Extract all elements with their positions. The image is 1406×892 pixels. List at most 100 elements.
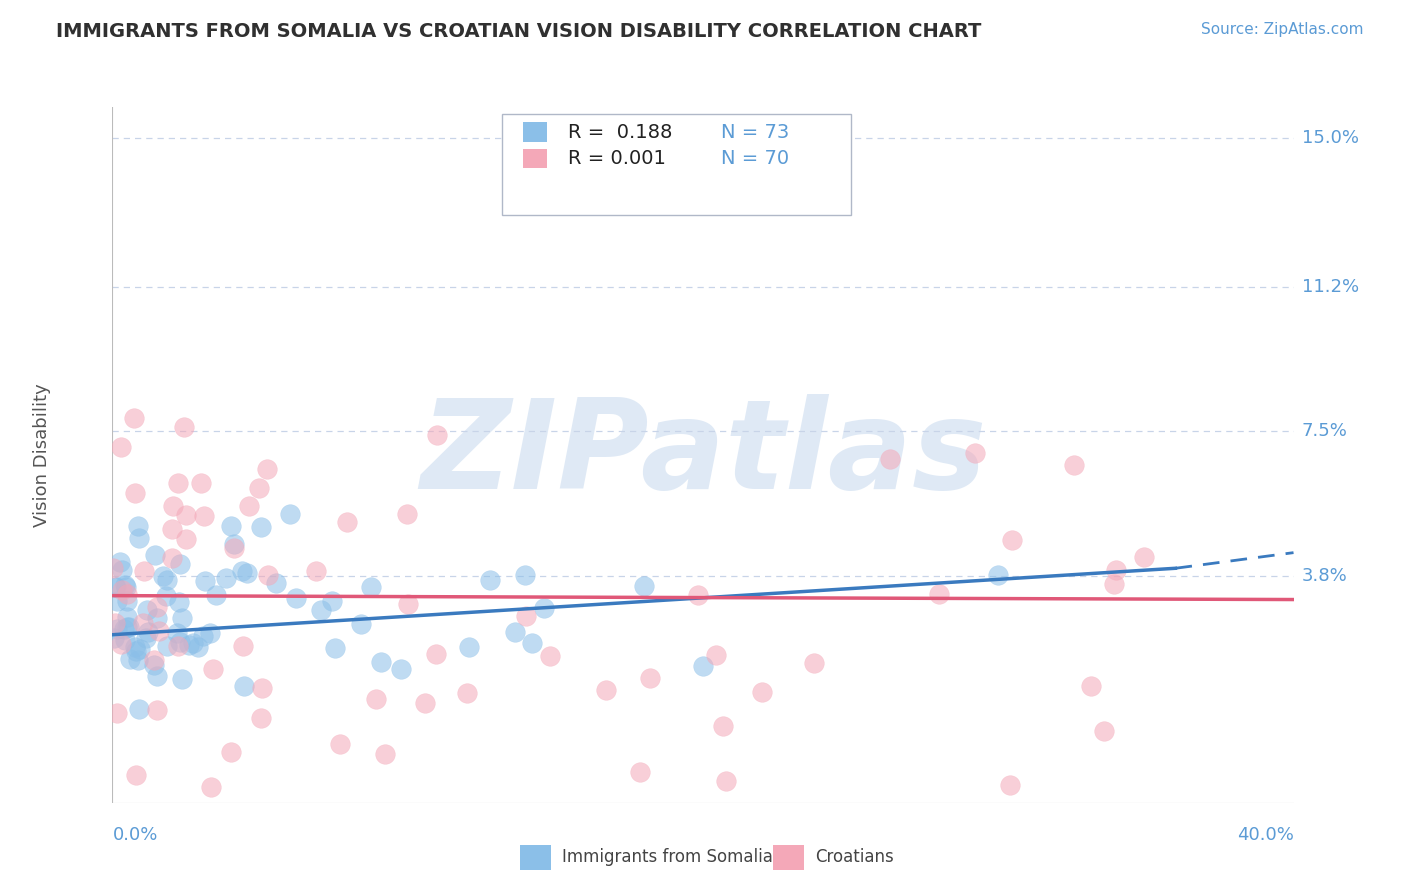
Text: Vision Disability: Vision Disability — [32, 383, 51, 527]
Point — [170, 672, 193, 686]
Point — [105, 706, 128, 720]
Point — [117, 610, 138, 624]
Point — [152, 569, 174, 583]
Text: Source: ZipAtlas.com: Source: ZipAtlas.com — [1201, 22, 1364, 37]
Point — [146, 703, 169, 717]
Point — [751, 685, 773, 699]
Point — [162, 500, 184, 514]
Point — [232, 639, 254, 653]
Point — [148, 624, 170, 639]
Point — [478, 573, 501, 587]
Text: IMMIGRANTS FROM SOMALIA VS CROATIAN VISION DISABILITY CORRELATION CHART: IMMIGRANTS FROM SOMALIA VS CROATIAN VISI… — [56, 22, 981, 41]
Point — [194, 574, 217, 588]
Point — [104, 580, 127, 594]
Point — [169, 634, 191, 648]
Text: 15.0%: 15.0% — [1302, 129, 1358, 147]
Point — [425, 647, 447, 661]
Point — [1132, 549, 1154, 564]
Point — [711, 719, 734, 733]
Point — [122, 411, 145, 425]
Point — [167, 639, 190, 653]
Point — [125, 644, 148, 658]
Point — [127, 518, 149, 533]
Point — [193, 508, 215, 523]
Point — [143, 658, 166, 673]
Point — [704, 648, 727, 663]
Point — [174, 508, 197, 522]
Point — [117, 594, 139, 608]
Text: Immigrants from Somalia: Immigrants from Somalia — [562, 848, 773, 866]
Point — [118, 619, 141, 633]
Point — [114, 578, 136, 592]
Point — [360, 580, 382, 594]
Point — [238, 500, 260, 514]
Point — [285, 591, 308, 606]
FancyBboxPatch shape — [502, 114, 851, 215]
Point — [224, 537, 246, 551]
Point — [965, 446, 987, 460]
Point — [115, 581, 138, 595]
Point — [879, 451, 901, 466]
Point — [538, 648, 561, 663]
Point — [155, 589, 177, 603]
Point — [1001, 533, 1024, 547]
Point — [329, 737, 352, 751]
Point — [309, 603, 332, 617]
Point — [374, 747, 396, 761]
Point — [1063, 458, 1085, 473]
Text: N = 70: N = 70 — [721, 149, 790, 168]
Text: Croatians: Croatians — [815, 848, 894, 866]
Point — [117, 620, 139, 634]
Point — [127, 653, 149, 667]
Point — [987, 567, 1010, 582]
Point — [396, 598, 419, 612]
Point — [187, 640, 209, 654]
Point — [714, 773, 737, 788]
Point — [112, 622, 135, 636]
Point — [160, 522, 183, 536]
Point — [370, 655, 392, 669]
Point — [231, 565, 253, 579]
Point — [278, 508, 301, 522]
Point — [124, 640, 146, 655]
Point — [256, 462, 278, 476]
Point — [458, 640, 481, 654]
Point — [136, 603, 159, 617]
Point — [120, 652, 142, 666]
Point — [1092, 723, 1115, 738]
Point — [111, 563, 134, 577]
Point — [364, 691, 387, 706]
Text: R = 0.001: R = 0.001 — [568, 149, 666, 168]
Point — [146, 600, 169, 615]
Point — [132, 565, 155, 579]
Point — [205, 588, 228, 602]
Text: 0.0%: 0.0% — [112, 826, 157, 844]
Point — [595, 683, 617, 698]
Point — [252, 681, 274, 695]
Point — [503, 625, 526, 640]
Point — [156, 573, 179, 587]
Point — [215, 571, 238, 585]
Point — [350, 617, 373, 632]
Bar — [523, 148, 547, 168]
Point — [413, 696, 436, 710]
Point — [219, 518, 242, 533]
Point — [250, 711, 273, 725]
Point — [132, 616, 155, 631]
Point — [190, 476, 212, 491]
Point — [515, 609, 537, 624]
Text: ZIPatlas: ZIPatlas — [420, 394, 986, 516]
Point — [233, 680, 256, 694]
Text: R =  0.188: R = 0.188 — [568, 122, 672, 142]
Point — [515, 568, 537, 582]
Point — [135, 631, 157, 645]
Point — [167, 475, 190, 490]
Point — [146, 669, 169, 683]
Point — [336, 515, 359, 529]
Point — [389, 662, 412, 676]
Point — [323, 641, 346, 656]
Point — [107, 622, 129, 636]
Text: 40.0%: 40.0% — [1237, 826, 1294, 844]
Point — [1104, 576, 1126, 591]
Point — [128, 531, 150, 545]
